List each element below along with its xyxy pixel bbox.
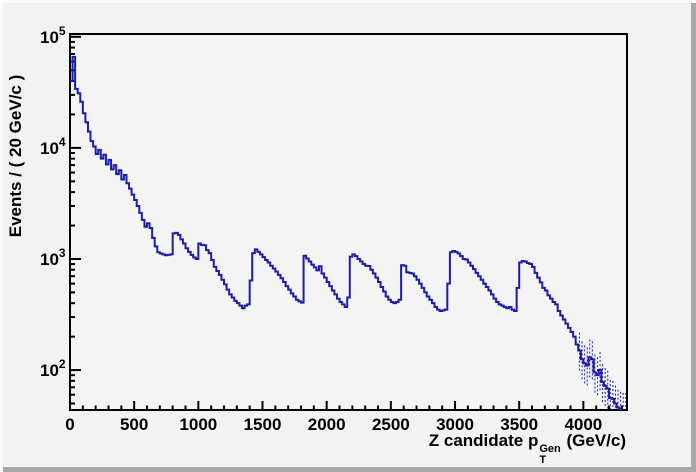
plot-frame <box>69 33 628 411</box>
y-tick-label: 103 <box>40 246 66 269</box>
y-tick-label: 102 <box>40 357 66 380</box>
x-tick-label: 3000 <box>436 415 474 434</box>
x-axis-ticks <box>69 401 623 410</box>
x-axis-title-suffix: (GeV/c) <box>561 431 626 450</box>
y-tick-label: 105 <box>40 24 66 47</box>
histogram-curve <box>70 55 627 410</box>
x-tick-label: 4000 <box>564 415 602 434</box>
x-tick-label: 3500 <box>500 415 538 434</box>
y-tick-label: 104 <box>40 135 66 158</box>
x-tick-label: 2000 <box>308 415 346 434</box>
x-axis-labels: 0 500 1000 1500 2000 2500 3000 3500 4000 <box>65 415 602 434</box>
error-bars <box>579 332 627 410</box>
x-axis-title-subsup: Gen T <box>539 444 560 466</box>
x-tick-label: 1000 <box>179 415 217 434</box>
x-tick-label: 500 <box>120 415 148 434</box>
x-tick-label: 2500 <box>372 415 410 434</box>
x-tick-label: 1500 <box>244 415 282 434</box>
x-axis-title: Z candidate p Gen T (GeV/c) <box>429 431 626 466</box>
x-tick-label: 0 <box>65 415 74 434</box>
y-axis-labels: 102 103 104 105 <box>40 24 66 380</box>
x-axis-title-sub: T <box>539 454 547 466</box>
x-axis-title-prefix: Z candidate p <box>428 431 539 450</box>
x-axis-title-sup: Gen <box>539 443 561 455</box>
